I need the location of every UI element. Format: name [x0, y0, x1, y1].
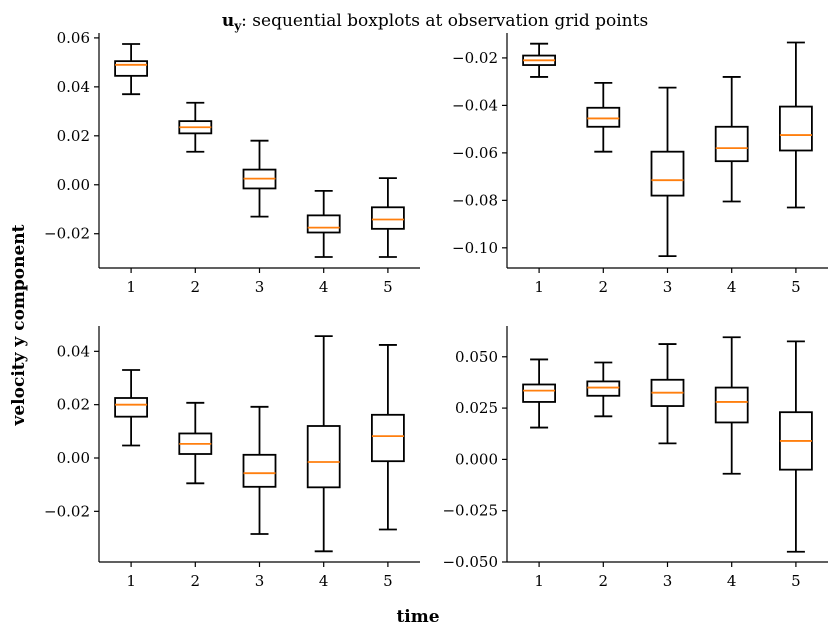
x-tick-label: 1 — [534, 572, 544, 590]
figure-title: uy: sequential boxplots at observation g… — [222, 11, 648, 33]
iqr-box — [586, 106, 621, 128]
iqr-box — [242, 453, 277, 488]
x-axis-label: time — [396, 607, 439, 623]
y-tick-label: −0.04 — [452, 96, 498, 114]
x-tick-label: 4 — [727, 278, 737, 296]
y-tick-label: 0.06 — [57, 29, 90, 47]
boxplot-1 — [522, 358, 556, 429]
x-tick-label: 2 — [599, 572, 609, 590]
iqr-box — [714, 386, 749, 424]
y-tick-label: 0.04 — [57, 78, 90, 96]
subplot-bottom-right: −0.050 −0.025 0.000 0.025 0.050 1 2 3 4 5 — [442, 326, 828, 590]
subplot-top-right: −0.10 −0.08 −0.06 −0.04 −0.02 1 2 3 4 5 — [452, 33, 828, 296]
y-tick-label: 0.04 — [57, 342, 90, 360]
iqr-box — [714, 125, 749, 163]
boxplot-5 — [370, 344, 405, 531]
y-tick-label: −0.02 — [452, 49, 498, 67]
y-tick-label: −0.050 — [442, 553, 498, 571]
x-tick-label: 3 — [255, 278, 265, 296]
y-tick-label: −0.08 — [452, 191, 498, 209]
title-main: u — [222, 11, 234, 31]
iqr-box — [306, 425, 341, 489]
y-tick-label: −0.025 — [442, 502, 498, 520]
y-tick-label: 0.00 — [57, 449, 90, 467]
y-tick-label: 0.00 — [57, 176, 90, 194]
boxplot-3 — [650, 86, 685, 258]
boxplot-4 — [714, 76, 749, 203]
x-tick-label: 5 — [791, 572, 801, 590]
panels: −0.02 0.00 0.02 0.04 0.06 1 2 3 4 5 −0.10 −0.08 −0.0… — [44, 29, 828, 590]
x-tick-label: 1 — [534, 278, 544, 296]
x-tick-label: 5 — [383, 278, 393, 296]
boxplot-5 — [370, 177, 405, 258]
iqr-box — [522, 383, 556, 403]
x-tick-label: 4 — [727, 572, 737, 590]
iqr-box — [306, 214, 341, 234]
x-tick-label: 3 — [663, 572, 673, 590]
boxplot-1 — [114, 369, 148, 447]
x-tick-label: 3 — [663, 278, 673, 296]
boxplot-2 — [178, 101, 213, 153]
boxplot-1 — [114, 43, 148, 96]
x-tick-label: 2 — [191, 572, 201, 590]
boxplot-2 — [586, 81, 621, 153]
y-tick-label: 0.025 — [455, 399, 498, 417]
title-rest: : sequential boxplots at observation gri… — [241, 11, 648, 31]
y-tick-label: −0.02 — [44, 225, 90, 243]
iqr-box — [586, 380, 621, 397]
boxplot-5 — [779, 340, 813, 553]
x-tick-label: 2 — [191, 278, 201, 296]
x-tick-label: 1 — [126, 278, 136, 296]
title-subscript: y — [233, 19, 242, 33]
boxplot-1 — [522, 42, 556, 78]
boxplot-3 — [242, 405, 277, 535]
y-tick-label: −0.10 — [452, 239, 498, 257]
boxplot-2 — [586, 361, 621, 418]
boxplot-4 — [714, 336, 749, 475]
iqr-box — [779, 105, 813, 152]
boxplot-5 — [779, 41, 813, 209]
boxplot-4 — [306, 335, 341, 553]
iqr-box — [370, 206, 405, 230]
y-tick-label: 0.02 — [57, 396, 90, 414]
boxplot-2 — [178, 401, 213, 485]
iqr-box — [114, 397, 148, 418]
subplot-top-left: −0.02 0.00 0.02 0.04 0.06 1 2 3 4 5 — [44, 29, 420, 296]
y-tick-label: 0.000 — [455, 450, 498, 468]
iqr-box — [114, 60, 148, 77]
y-tick-label: 0.050 — [455, 348, 498, 366]
y-axis-label: velocity y component — [9, 224, 29, 426]
iqr-box — [650, 150, 685, 197]
x-tick-label: 5 — [383, 572, 393, 590]
boxplot-3 — [650, 343, 685, 445]
boxplot-3 — [242, 139, 277, 218]
x-tick-label: 5 — [791, 278, 801, 296]
x-tick-label: 4 — [319, 278, 329, 296]
boxplot-4 — [306, 189, 341, 258]
y-tick-label: 0.02 — [57, 127, 90, 145]
x-tick-label: 3 — [255, 572, 265, 590]
x-tick-label: 2 — [599, 278, 609, 296]
x-tick-label: 1 — [126, 572, 136, 590]
x-tick-label: 4 — [319, 572, 329, 590]
y-tick-label: −0.06 — [452, 144, 498, 162]
subplot-bottom-left: −0.02 0.00 0.02 0.04 1 2 3 4 5 — [44, 326, 420, 590]
iqr-box — [370, 413, 405, 463]
y-tick-label: −0.02 — [44, 502, 90, 520]
